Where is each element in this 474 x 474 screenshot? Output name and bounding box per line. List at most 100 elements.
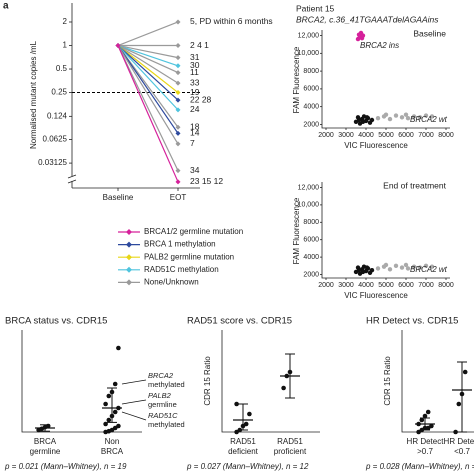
x-tick-label: 6000 (398, 132, 414, 139)
panel-label: a (3, 1, 9, 12)
y-axis-label: CDR 15 Ratio (203, 356, 212, 406)
droplet (405, 116, 411, 121)
point-marker (175, 124, 181, 130)
legend-label: BRCA1/2 germline mutation (144, 227, 243, 236)
annotation: methylated (148, 420, 185, 429)
legend-marker (126, 241, 132, 248)
y-tick-label: 8000 (303, 68, 319, 75)
annotation-arrow (121, 399, 147, 405)
droplet (356, 117, 362, 123)
droplet (399, 265, 405, 270)
point-marker (175, 97, 181, 103)
point-marker (115, 43, 121, 49)
series-line (117, 45, 179, 101)
point-label: 23 15 12 (190, 176, 223, 186)
point-marker (175, 55, 181, 61)
data-point (429, 423, 434, 429)
droplet (393, 113, 399, 118)
data-point (462, 369, 468, 375)
y-tick-label: 8000 (303, 219, 319, 226)
droplet (383, 262, 389, 268)
y-tick-label: 1 (63, 41, 68, 50)
footer: p = 0.028 (Mann–Whitney), n = 10 (365, 462, 474, 471)
point-marker (175, 130, 181, 136)
droplet (429, 264, 435, 269)
droplet (393, 263, 399, 269)
plot-title: RAD51 score vs. CDR15 (187, 316, 292, 327)
droplet (411, 114, 417, 119)
x-tick-label: 7000 (418, 282, 434, 289)
y-tick-label: 2000 (303, 271, 319, 278)
point-label: 7 (190, 138, 195, 148)
x-tick-label: Baseline (103, 193, 134, 202)
y-tick-label: 10,000 (298, 202, 320, 209)
x-tick-label: 5000 (378, 282, 394, 289)
axes (401, 330, 474, 433)
annotation: RAD51C (148, 411, 178, 420)
legend-marker (126, 266, 132, 273)
point-label: 11 (190, 67, 199, 77)
annotation: PALB2 (148, 391, 172, 400)
data-point (116, 423, 121, 429)
annotation: BRCA2 wt (410, 115, 448, 124)
series-line (117, 45, 179, 84)
legend-label: RAD51C methylation (144, 265, 219, 274)
legend-marker (126, 254, 132, 261)
x-tick-label: RAD51 (230, 437, 256, 446)
point-label: 33 (190, 77, 200, 87)
droplet (364, 265, 370, 270)
x-tick-label: BRCA (34, 437, 57, 446)
point-label: 5, PD within 6 months (190, 16, 273, 26)
annotation-arrow (121, 379, 147, 385)
annotation: BRCA2 (148, 371, 174, 380)
plot-title: BRCA status vs. CDR15 (5, 316, 107, 327)
data-point (422, 413, 428, 419)
droplet (360, 269, 366, 275)
data-point (106, 417, 112, 423)
series-line (117, 45, 179, 94)
droplet (375, 266, 381, 271)
droplet (411, 264, 417, 269)
legend-label: None/Unknown (144, 278, 199, 287)
plot-title: Baseline (413, 28, 446, 38)
x-axis-label: VIC Fluorescence (344, 141, 408, 150)
axes (221, 330, 320, 433)
droplet (369, 267, 375, 273)
annotation: methylated (148, 380, 185, 389)
droplet (360, 119, 366, 124)
legend-label: BRCA 1 methylation (144, 240, 216, 249)
data-point (116, 345, 121, 351)
y-axis-label: FAM Fluorescence (292, 197, 301, 264)
footer: p = 0.021 (Mann–Whitney), n = 19 (4, 462, 127, 471)
data-point (103, 421, 108, 427)
data-point (103, 401, 108, 407)
x-tick-label: germline (30, 447, 61, 456)
droplet (360, 33, 366, 38)
axes (321, 182, 450, 279)
droplet (356, 267, 362, 273)
series-line (117, 45, 179, 183)
y-tick-label: 6000 (303, 237, 319, 244)
x-tick-label: >0.7 (417, 447, 433, 456)
y-tick-label: 2000 (303, 121, 319, 128)
point-marker (175, 70, 181, 76)
point-marker (175, 43, 181, 49)
x-tick-label: 8000 (438, 282, 454, 289)
annotation: BRCA2 ins (360, 41, 399, 50)
y-tick-label: 4000 (303, 104, 319, 111)
x-tick-label: 2000 (318, 132, 334, 139)
footer: p = 0.027 (Mann–Whitney), n = 12 (186, 462, 309, 471)
point-label: 19 (190, 87, 200, 97)
annotation: germline (148, 400, 177, 409)
data-point (106, 393, 112, 399)
data-point (112, 381, 118, 387)
data-point (419, 417, 425, 423)
droplet (403, 262, 409, 268)
series-line (117, 44, 179, 59)
point-label: 18 (190, 121, 200, 131)
point-label: 22 28 (190, 94, 212, 104)
y-tick-label: 2 (63, 17, 68, 26)
droplet (399, 115, 405, 120)
x-tick-label: EOT (170, 193, 187, 202)
data-point (425, 409, 431, 415)
